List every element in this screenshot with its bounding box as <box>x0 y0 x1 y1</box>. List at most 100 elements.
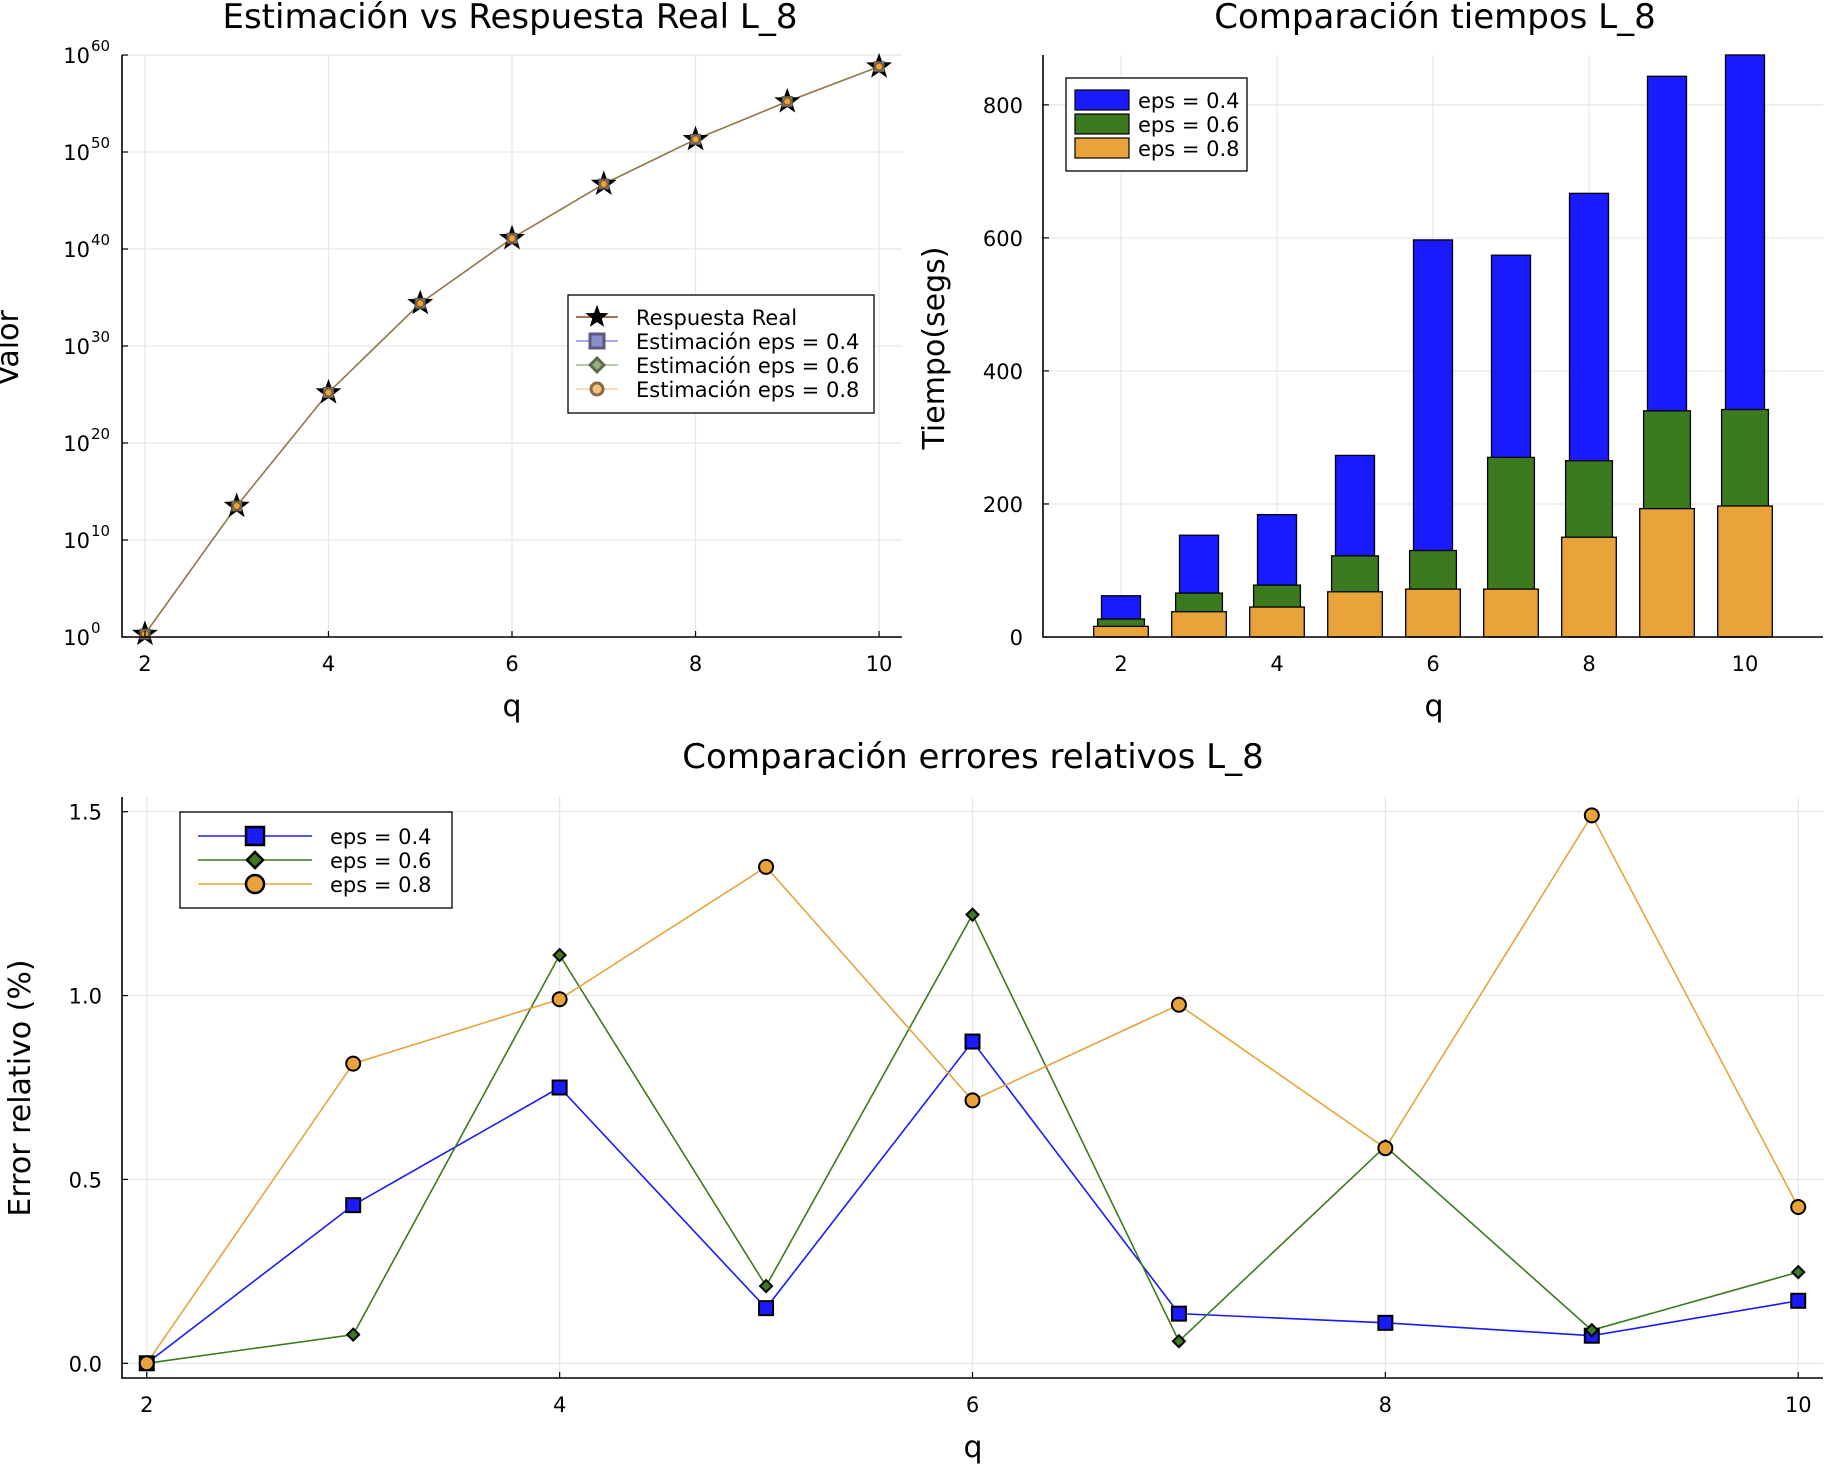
panel1-ytick-label: 10 <box>63 529 90 553</box>
panel1-title: Estimación vs Respuesta Real L_8 <box>222 0 797 37</box>
panel3-diamond-marker <box>758 1278 774 1294</box>
panel1-legend-star-marker <box>585 304 609 327</box>
panel3-xlabel: q <box>963 1430 982 1465</box>
panel3-ytick-label: 1.5 <box>69 801 102 825</box>
panel1-ytick-label: 10 <box>63 44 90 68</box>
panel1-circle-marker <box>232 502 241 511</box>
panel1-circle-marker <box>783 97 792 106</box>
panel1-xtick-label: 6 <box>505 652 518 676</box>
panel1-ytick-exponent: 50 <box>91 134 110 152</box>
panel3-diamond-marker <box>552 947 568 963</box>
panel3-legend-square-marker <box>244 825 266 847</box>
panel3-diamond-marker <box>1584 1322 1600 1338</box>
panel3-circle-marker <box>1790 1199 1807 1216</box>
panel1-legend-label: Estimación eps = 0.6 <box>636 354 859 378</box>
panel2-xtick-label: 8 <box>1582 652 1595 676</box>
panel3-xtick-label: 6 <box>966 1393 979 1417</box>
panel3-ytick-label: 0.0 <box>69 1352 102 1376</box>
panel3-square-marker <box>345 1197 362 1214</box>
panel2-ytick-label: 200 <box>983 493 1023 517</box>
panel1-legend-square-marker <box>588 332 606 350</box>
panel3-legend-label: eps = 0.8 <box>330 873 432 897</box>
panel2-bar <box>1171 611 1227 638</box>
panel1-circle-marker <box>875 62 884 71</box>
panel-estimacion: Estimación vs Respuesta Real L_8 2 4 6 8 10 1… <box>0 0 902 724</box>
panel3-square-marker <box>1377 1314 1394 1331</box>
panel3-diamond-marker <box>965 907 980 923</box>
panel2-legend-swatch <box>1074 89 1130 111</box>
panel3-legend-label: eps = 0.6 <box>330 849 432 873</box>
panel3-ytick-label: 0.5 <box>69 1168 102 1192</box>
panel1-circle-marker <box>416 299 425 308</box>
panel3-xtick-label: 8 <box>1379 1393 1392 1417</box>
panel1-legend-label: Respuesta Real <box>636 306 797 330</box>
panel2-bar <box>1249 606 1305 638</box>
panel3-xtick-label: 2 <box>140 1393 153 1417</box>
panel1-ytick-label: 10 <box>63 432 90 456</box>
panel1-legend-box <box>567 294 875 414</box>
panel1-circle-marker <box>508 234 516 243</box>
panel2-legend-label: eps = 0.6 <box>1138 113 1240 137</box>
panel3-legend-diamond-marker <box>245 850 265 870</box>
panel2-ytick-label: 400 <box>983 360 1023 384</box>
panel2-xlabel: q <box>1424 689 1443 724</box>
panel1-ytick-exponent: 0 <box>91 619 101 637</box>
panel1-ytick-exponent: 20 <box>91 425 110 443</box>
panel3-xtick-label: 10 <box>1785 1393 1812 1417</box>
panel3-circle-marker <box>1170 996 1187 1013</box>
panel1-ytick-label: 10 <box>63 141 90 165</box>
panel2-legend-swatch <box>1074 137 1130 159</box>
panel1-ytick-exponent: 60 <box>91 37 110 55</box>
panel3-square-marker <box>964 1033 981 1050</box>
panel1-xlabel: q <box>502 689 521 724</box>
panel1-xtick-label: 4 <box>322 652 335 676</box>
panel1-circle-marker <box>599 180 608 189</box>
panel3-ytick-label: 1.0 <box>69 985 102 1009</box>
panel3-square-marker <box>1790 1292 1807 1309</box>
panel2-ytick-label: 800 <box>983 94 1023 118</box>
panel1-ytick-label: 10 <box>63 626 90 650</box>
panel2-bar <box>1717 505 1773 638</box>
panel2-bar <box>1405 588 1461 638</box>
panel3-square-marker <box>1170 1305 1187 1322</box>
panel2-xtick-label: 2 <box>1114 652 1127 676</box>
panel2-xtick-label: 6 <box>1426 652 1439 676</box>
panel1-circle-marker <box>324 388 333 397</box>
panel1-ylabel: Valor <box>0 310 26 386</box>
panel-errores: Comparación errores relativos L_8 2 4 6 8 10… <box>3 737 1823 1465</box>
panel2-bar <box>1483 588 1539 638</box>
panel3-circle-marker <box>138 1355 155 1372</box>
panel2-bar <box>1639 507 1695 638</box>
panel3-circle-marker <box>1377 1140 1394 1157</box>
panel1-circle-marker <box>691 135 700 144</box>
panel1-ytick-label: 10 <box>63 335 90 359</box>
panel3-axes <box>121 797 1823 1379</box>
panel2-xtick-label: 10 <box>1732 652 1759 676</box>
panel1-legend-circle-marker <box>589 381 605 397</box>
panel-tiempos: Comparación tiempos L_8 2 4 6 8 10 0 200 400 600… <box>917 0 1823 724</box>
panel1-xtick-label: 8 <box>689 652 702 676</box>
panel2-ytick-label: 600 <box>983 227 1023 251</box>
panel2-title: Comparación tiempos L_8 <box>1214 0 1656 37</box>
panel3-circle-marker <box>1583 807 1600 824</box>
panel3-legend-label: eps = 0.4 <box>330 825 432 849</box>
panel3-circle-marker <box>345 1055 362 1072</box>
panel3-xtick-label: 4 <box>553 1393 566 1417</box>
panel1-legend-diamond-marker <box>587 355 607 375</box>
panel3-title: Comparación errores relativos L_8 <box>682 737 1263 777</box>
panel1-legend-label: Estimación eps = 0.8 <box>636 378 859 402</box>
panel1-xtick-label: 2 <box>138 652 151 676</box>
panel3-square-marker <box>551 1079 568 1096</box>
panel1-ytick-label: 10 <box>63 238 90 262</box>
panel1-ytick-exponent: 30 <box>91 328 110 346</box>
panel2-bar <box>1327 591 1383 638</box>
panel2-ylabel: Tiempo(segs) <box>917 247 952 451</box>
panel3-diamond-marker <box>1790 1264 1806 1280</box>
panel3-legend-circle-marker <box>244 873 266 895</box>
panel1-legend-label: Estimación eps = 0.4 <box>636 330 859 354</box>
panel2-xtick-label: 4 <box>1270 652 1283 676</box>
